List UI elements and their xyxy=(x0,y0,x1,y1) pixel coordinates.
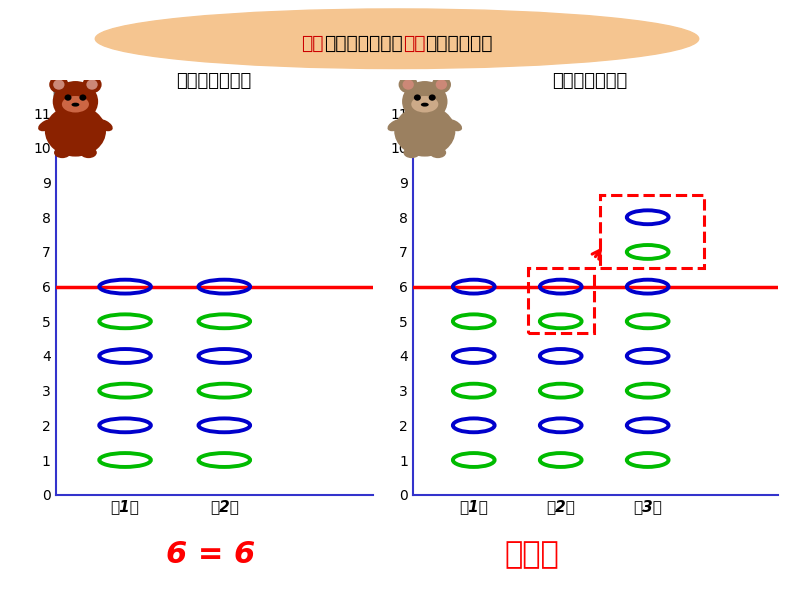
Ellipse shape xyxy=(411,96,438,113)
Ellipse shape xyxy=(394,105,456,157)
Text: 熊二: 熊二 xyxy=(403,34,425,53)
Ellipse shape xyxy=(95,9,699,69)
Circle shape xyxy=(432,76,451,93)
Circle shape xyxy=(414,94,421,101)
Text: 一样准: 一样准 xyxy=(505,540,559,569)
Text: 熊大: 熊大 xyxy=(302,34,324,53)
Text: 套圈成绩统计图: 套圈成绩统计图 xyxy=(176,72,252,91)
Circle shape xyxy=(429,94,436,101)
Ellipse shape xyxy=(430,147,446,158)
Text: 套圈成绩统计图: 套圈成绩统计图 xyxy=(552,72,627,91)
Circle shape xyxy=(83,76,102,93)
Circle shape xyxy=(53,79,64,90)
Circle shape xyxy=(49,76,68,93)
Text: 套得准一些还是: 套得准一些还是 xyxy=(324,34,403,53)
Circle shape xyxy=(64,94,71,101)
Ellipse shape xyxy=(403,147,420,158)
Circle shape xyxy=(87,79,98,90)
Ellipse shape xyxy=(421,103,429,107)
Text: 套得准一些？: 套得准一些？ xyxy=(425,34,492,53)
Ellipse shape xyxy=(38,119,56,131)
Ellipse shape xyxy=(80,147,97,158)
Circle shape xyxy=(79,94,87,101)
Circle shape xyxy=(403,79,414,90)
Text: （个）: （个） xyxy=(52,83,79,98)
Circle shape xyxy=(436,79,447,90)
Circle shape xyxy=(52,81,98,122)
Ellipse shape xyxy=(44,105,106,157)
Text: （个）: （个） xyxy=(409,83,437,98)
Ellipse shape xyxy=(444,119,462,131)
Ellipse shape xyxy=(387,119,406,131)
Ellipse shape xyxy=(71,103,79,107)
Text: 6 = 6: 6 = 6 xyxy=(166,540,255,569)
Ellipse shape xyxy=(62,96,89,113)
Ellipse shape xyxy=(54,147,71,158)
Ellipse shape xyxy=(94,119,113,131)
Circle shape xyxy=(399,76,418,93)
Circle shape xyxy=(402,81,448,122)
